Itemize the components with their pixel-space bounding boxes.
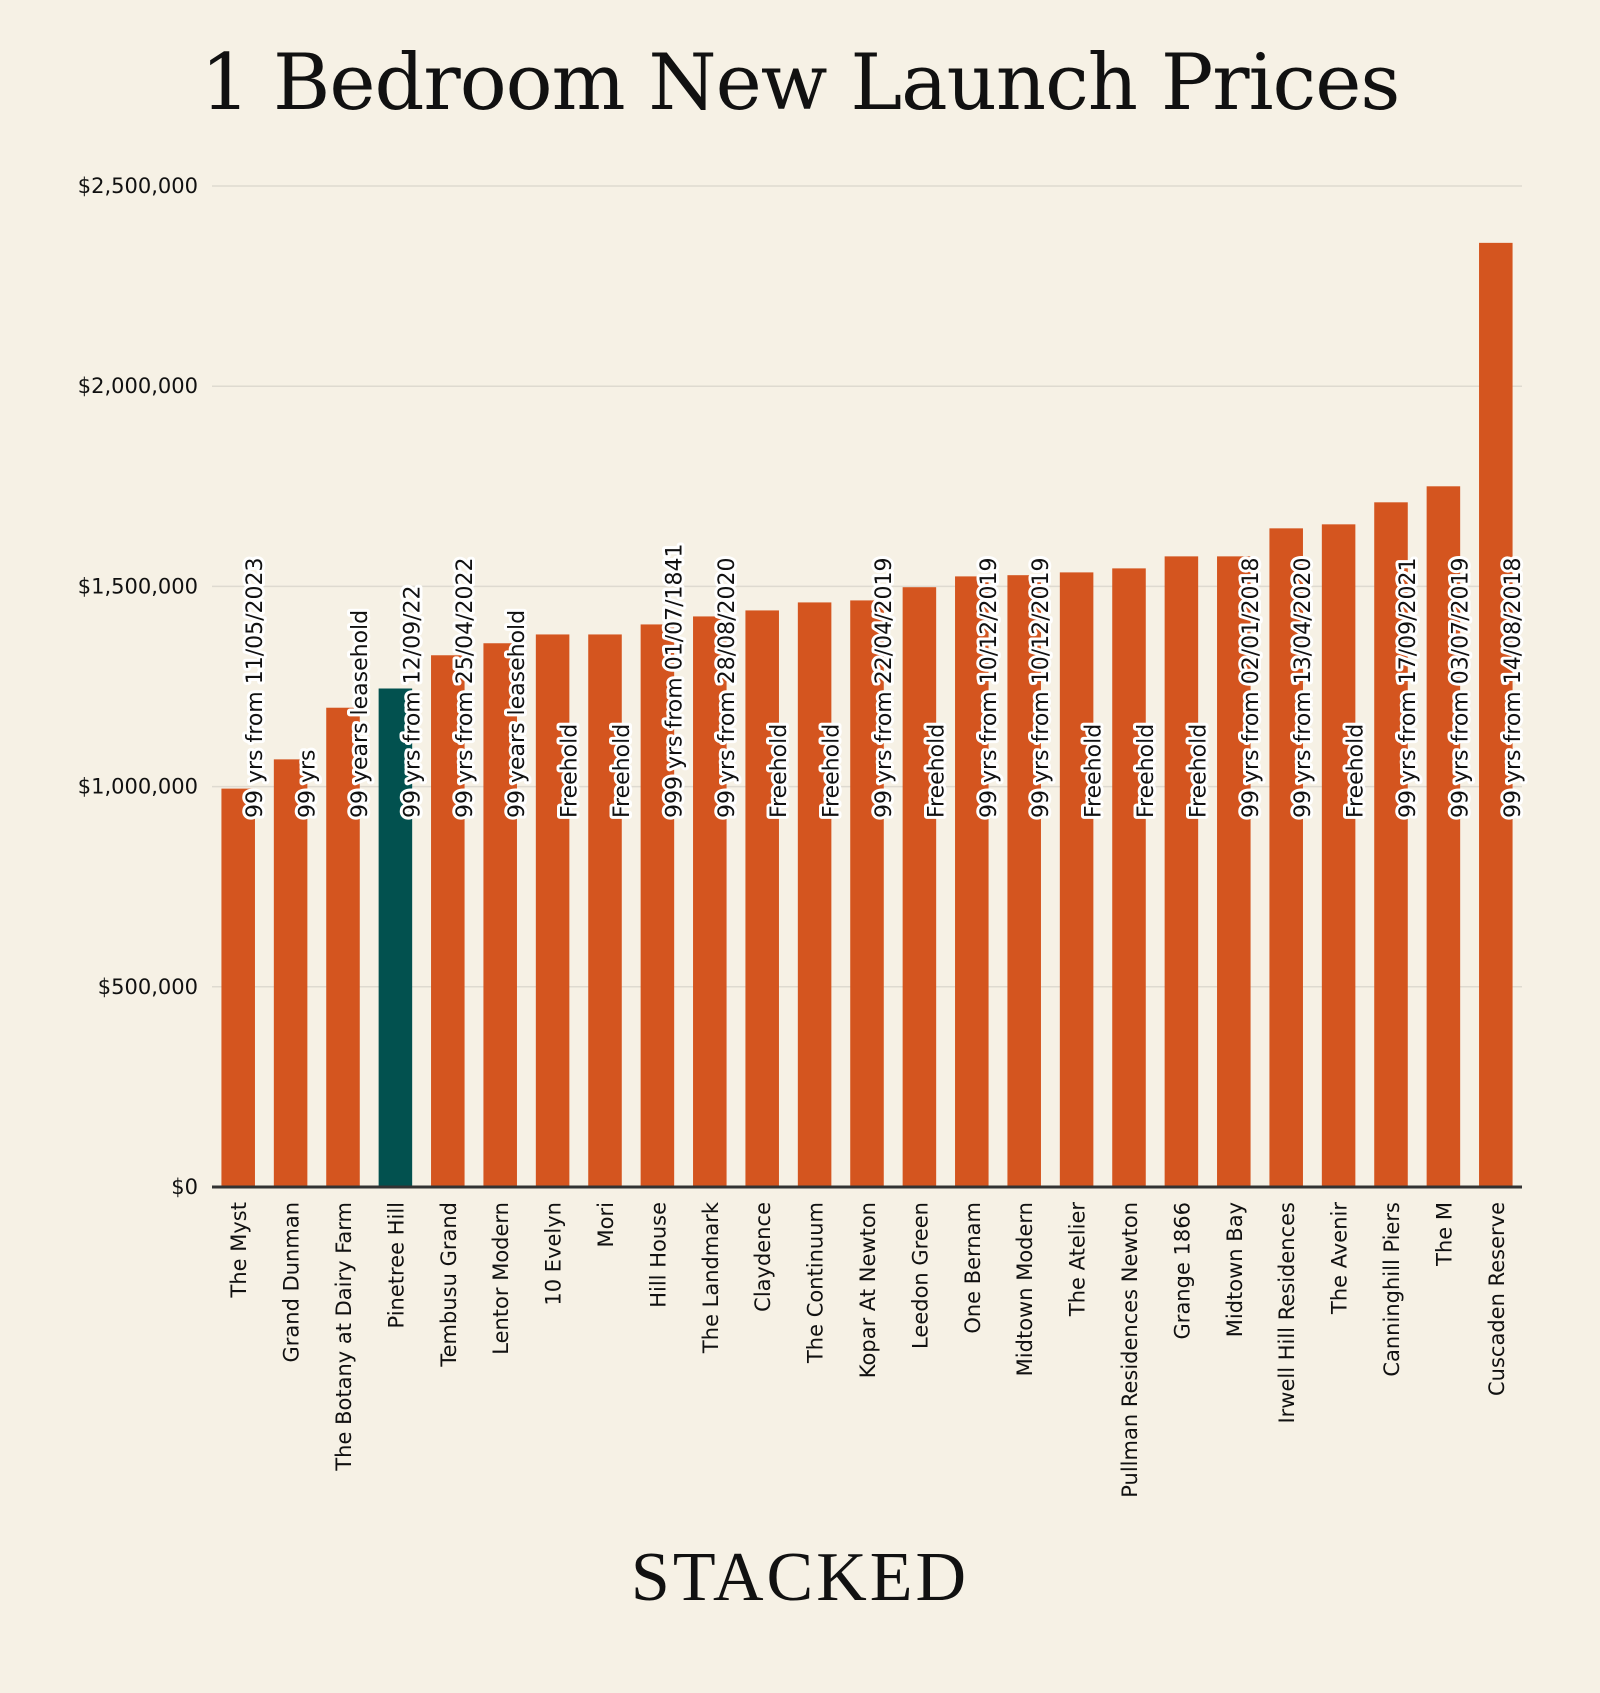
x-tick-label: The Landmark xyxy=(699,1201,723,1354)
data-label: 99 yrs from 12/09/22 xyxy=(400,585,425,818)
bar xyxy=(273,759,308,1187)
y-tick-label: $1,000,000 xyxy=(78,775,198,799)
data-label: 99 yrs xyxy=(296,749,321,818)
data-label: 99 years leasehold xyxy=(505,610,530,818)
y-tick-label: $2,000,000 xyxy=(78,374,198,398)
x-tick-label: Claydence xyxy=(751,1202,775,1312)
data-label: Freehold xyxy=(1186,724,1211,818)
bar xyxy=(640,624,675,1187)
bar xyxy=(1217,556,1251,1187)
data-label: Freehold xyxy=(558,724,583,818)
bar xyxy=(1426,486,1461,1187)
x-tick-label: Canninghill Piers xyxy=(1380,1202,1404,1377)
bar xyxy=(431,655,465,1187)
data-labels: 99 yrs from 11/05/2023 99 yrs 99 years lea… xyxy=(240,541,1529,822)
bar xyxy=(326,707,360,1187)
y-tick-label: $1,500,000 xyxy=(78,574,198,598)
x-tick-label: The Myst xyxy=(227,1202,251,1298)
bar xyxy=(1007,575,1041,1187)
bar xyxy=(535,634,570,1187)
bar xyxy=(1321,524,1356,1187)
bar xyxy=(850,600,884,1187)
axes: $0 $500,000 $1,000,000 $1,500,000 $2,000,000… xyxy=(78,174,1522,1498)
data-label: 99 yrs from 22/04/2019 xyxy=(872,558,897,819)
y-tick-label: $0 xyxy=(171,1175,198,1199)
x-tick-label: The Botany at Dairy Farm xyxy=(332,1202,356,1472)
data-label: 99 years leasehold xyxy=(348,610,373,818)
bars xyxy=(221,242,1513,1187)
x-tick-label: 10 Evelyn xyxy=(542,1202,566,1306)
bar xyxy=(902,587,937,1187)
x-tick-label: The Avenir xyxy=(1328,1202,1352,1315)
bar xyxy=(693,616,727,1187)
data-label: 99 yrs from 03/07/2019 xyxy=(1448,558,1473,819)
bar xyxy=(1112,568,1146,1187)
data-label: 99 yrs from 10/12/2019 xyxy=(977,558,1002,819)
data-label: 999 yrs from 01/07/1841 xyxy=(662,544,687,819)
x-tick-label: The M xyxy=(1432,1202,1456,1267)
x-tick-label: Midtown Bay xyxy=(1223,1202,1247,1337)
chart-title: 1 Bedroom New Launch Prices xyxy=(200,38,1401,128)
bar xyxy=(221,788,255,1187)
data-label: Freehold xyxy=(1344,724,1369,818)
bar xyxy=(588,634,622,1187)
data-label: Freehold xyxy=(1134,724,1159,818)
x-tick-label: Midtown Modern xyxy=(1013,1202,1037,1376)
x-tick-label: The Atelier xyxy=(1066,1202,1090,1317)
bar xyxy=(483,643,517,1187)
data-label: 99 yrs from 11/05/2023 xyxy=(243,558,268,819)
data-label: Freehold xyxy=(924,724,949,818)
data-label: 99 yrs from 14/08/2018 xyxy=(1501,558,1526,819)
data-label: 99 yrs from 28/08/2020 xyxy=(715,558,740,819)
x-tick-label: Tembusu Grand xyxy=(437,1202,461,1368)
x-tick-label: Irwell Hill Residences xyxy=(1275,1202,1299,1424)
bar xyxy=(1269,528,1303,1187)
data-label: 99 yrs from 02/01/2018 xyxy=(1239,558,1264,819)
data-label: Freehold xyxy=(1082,724,1107,818)
x-tick-label: Leedon Green xyxy=(908,1202,932,1349)
x-tick-label: One Bernam xyxy=(961,1202,985,1334)
x-tick-label: Cuscaden Reserve xyxy=(1485,1202,1509,1396)
data-label: 99 yrs from 25/04/2022 xyxy=(453,558,478,819)
x-tick-label: Hill House xyxy=(646,1202,670,1308)
data-label: Freehold xyxy=(820,724,845,818)
x-tick-label: Grand Dunman xyxy=(280,1202,304,1363)
y-tick-label: $2,500,000 xyxy=(78,174,198,198)
y-tick-label: $500,000 xyxy=(98,975,198,999)
bar xyxy=(797,602,832,1187)
bar xyxy=(745,610,779,1187)
bar xyxy=(955,576,989,1187)
data-label: Freehold xyxy=(610,724,635,818)
bar xyxy=(1164,556,1199,1187)
bar xyxy=(1479,242,1513,1187)
data-label: 99 yrs from 17/09/2021 xyxy=(1396,558,1421,819)
bar xyxy=(1059,572,1094,1187)
bar xyxy=(1374,502,1408,1187)
data-label: 99 yrs from 13/04/2020 xyxy=(1291,558,1316,819)
x-tick-label: Kopar At Newton xyxy=(856,1202,880,1378)
data-label: 99 yrs from 10/12/2019 xyxy=(1029,558,1054,819)
brand-logo: STACKED xyxy=(630,1539,970,1616)
x-tick-label: The Continuum xyxy=(804,1202,828,1364)
x-tick-label: Pullman Residences Newton xyxy=(1118,1202,1142,1498)
data-label: Freehold xyxy=(767,724,792,818)
bar xyxy=(378,688,413,1187)
x-tick-label: Mori xyxy=(594,1202,618,1247)
x-tick-label: Pinetree Hill xyxy=(384,1202,408,1328)
x-tick-label: Lentor Modern xyxy=(489,1202,513,1355)
x-tick-label: Grange 1866 xyxy=(1170,1202,1194,1339)
